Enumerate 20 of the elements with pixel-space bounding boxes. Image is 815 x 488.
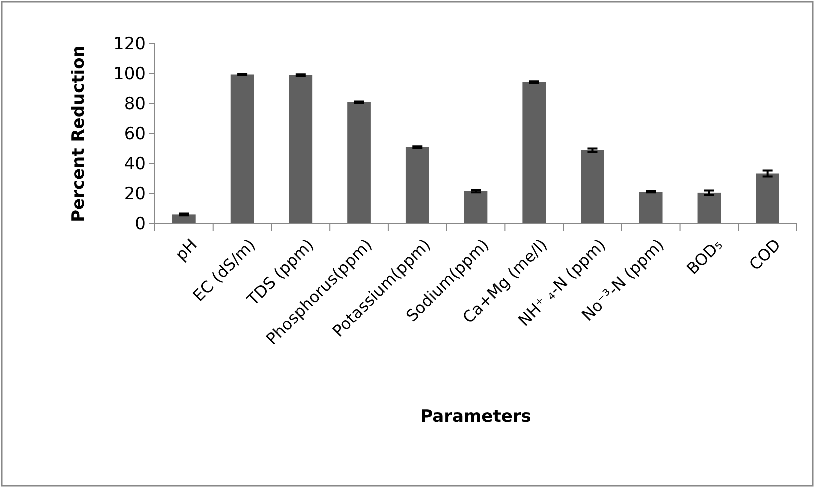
bar (464, 191, 488, 224)
y-tick-label: 100 (114, 64, 146, 84)
bar (406, 148, 430, 224)
bar (230, 74, 254, 224)
y-axis-title: Percent Reduction (69, 46, 89, 222)
bar (756, 174, 780, 224)
y-tick-label: 0 (135, 214, 146, 234)
bar (522, 82, 546, 224)
y-tick-label: 40 (124, 154, 146, 174)
y-tick-label: 20 (124, 184, 146, 204)
y-tick-label: 60 (124, 124, 146, 144)
bar (639, 192, 663, 224)
y-tick-label: 120 (114, 34, 146, 54)
bar (289, 76, 313, 224)
bar (581, 150, 604, 224)
bar (348, 102, 371, 224)
bar (698, 192, 722, 224)
y-tick-label: 80 (124, 94, 146, 114)
x-axis-title: Parameters (420, 407, 532, 427)
x-tick-label: pH (172, 235, 201, 264)
